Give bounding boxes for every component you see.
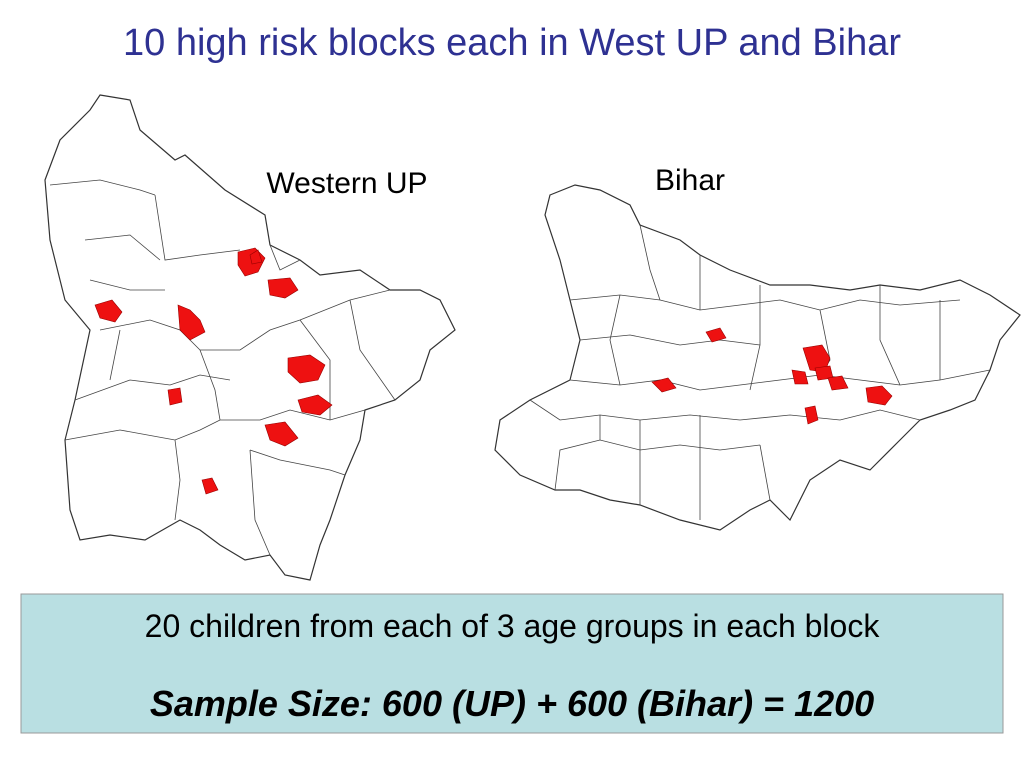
slide-title: 10 high risk blocks each in West UP and … xyxy=(123,22,901,64)
map-label: Western UP xyxy=(266,167,427,200)
summary-box xyxy=(20,593,1004,734)
map-label: Bihar xyxy=(655,164,725,197)
box-line: 20 children from each of 3 age groups in… xyxy=(145,608,881,644)
bihar-map xyxy=(494,184,1021,531)
box-line: Sample Size: 600 (UP) + 600 (Bihar) = 12… xyxy=(150,683,874,724)
western-up-map xyxy=(44,94,456,581)
